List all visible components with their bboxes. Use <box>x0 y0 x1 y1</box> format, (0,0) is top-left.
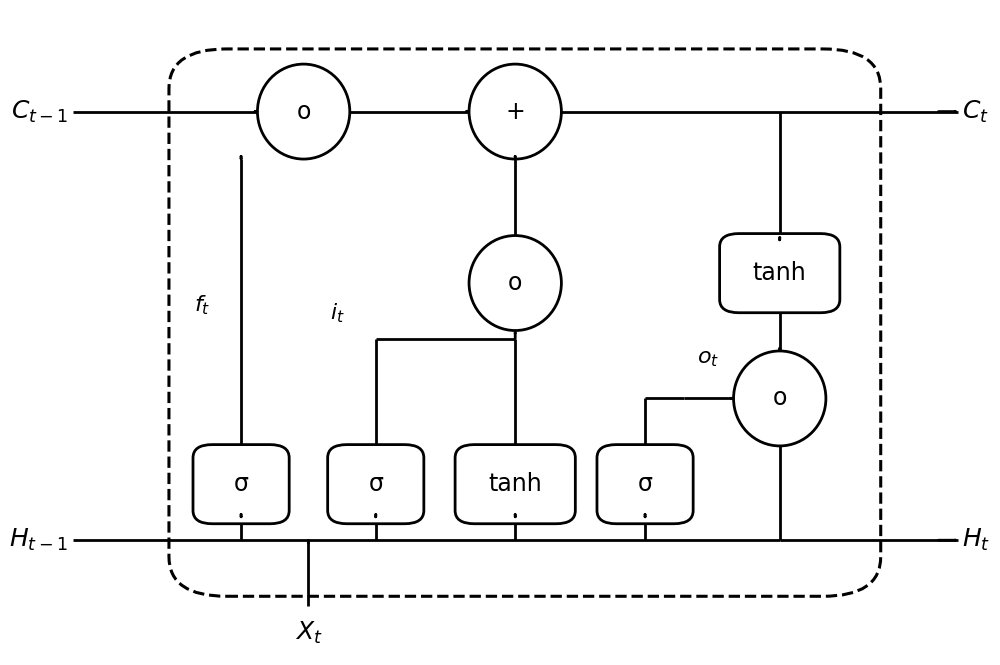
Text: $C_{t-1}$: $C_{t-1}$ <box>11 98 68 124</box>
Text: σ: σ <box>234 472 249 496</box>
Text: $o_t$: $o_t$ <box>697 349 719 369</box>
Ellipse shape <box>469 235 561 331</box>
Text: $H_t$: $H_t$ <box>962 527 991 553</box>
FancyBboxPatch shape <box>328 445 424 524</box>
Ellipse shape <box>469 64 561 159</box>
Text: o: o <box>773 386 787 410</box>
Text: $i_t$: $i_t$ <box>330 301 345 325</box>
Text: σ: σ <box>638 472 653 496</box>
Text: o: o <box>296 100 311 124</box>
Text: +: + <box>505 100 525 124</box>
Text: tanh: tanh <box>753 261 807 285</box>
Ellipse shape <box>734 351 826 446</box>
Text: $X_t$: $X_t$ <box>295 619 322 646</box>
FancyBboxPatch shape <box>720 233 840 313</box>
Text: o: o <box>508 271 522 295</box>
Ellipse shape <box>257 64 350 159</box>
FancyBboxPatch shape <box>597 445 693 524</box>
Text: $C_t$: $C_t$ <box>962 98 989 124</box>
Text: tanh: tanh <box>488 472 542 496</box>
Text: $f_t$: $f_t$ <box>194 293 211 317</box>
FancyBboxPatch shape <box>193 445 289 524</box>
Text: σ: σ <box>368 472 383 496</box>
FancyBboxPatch shape <box>455 445 575 524</box>
Text: $H_{t-1}$: $H_{t-1}$ <box>9 527 68 553</box>
